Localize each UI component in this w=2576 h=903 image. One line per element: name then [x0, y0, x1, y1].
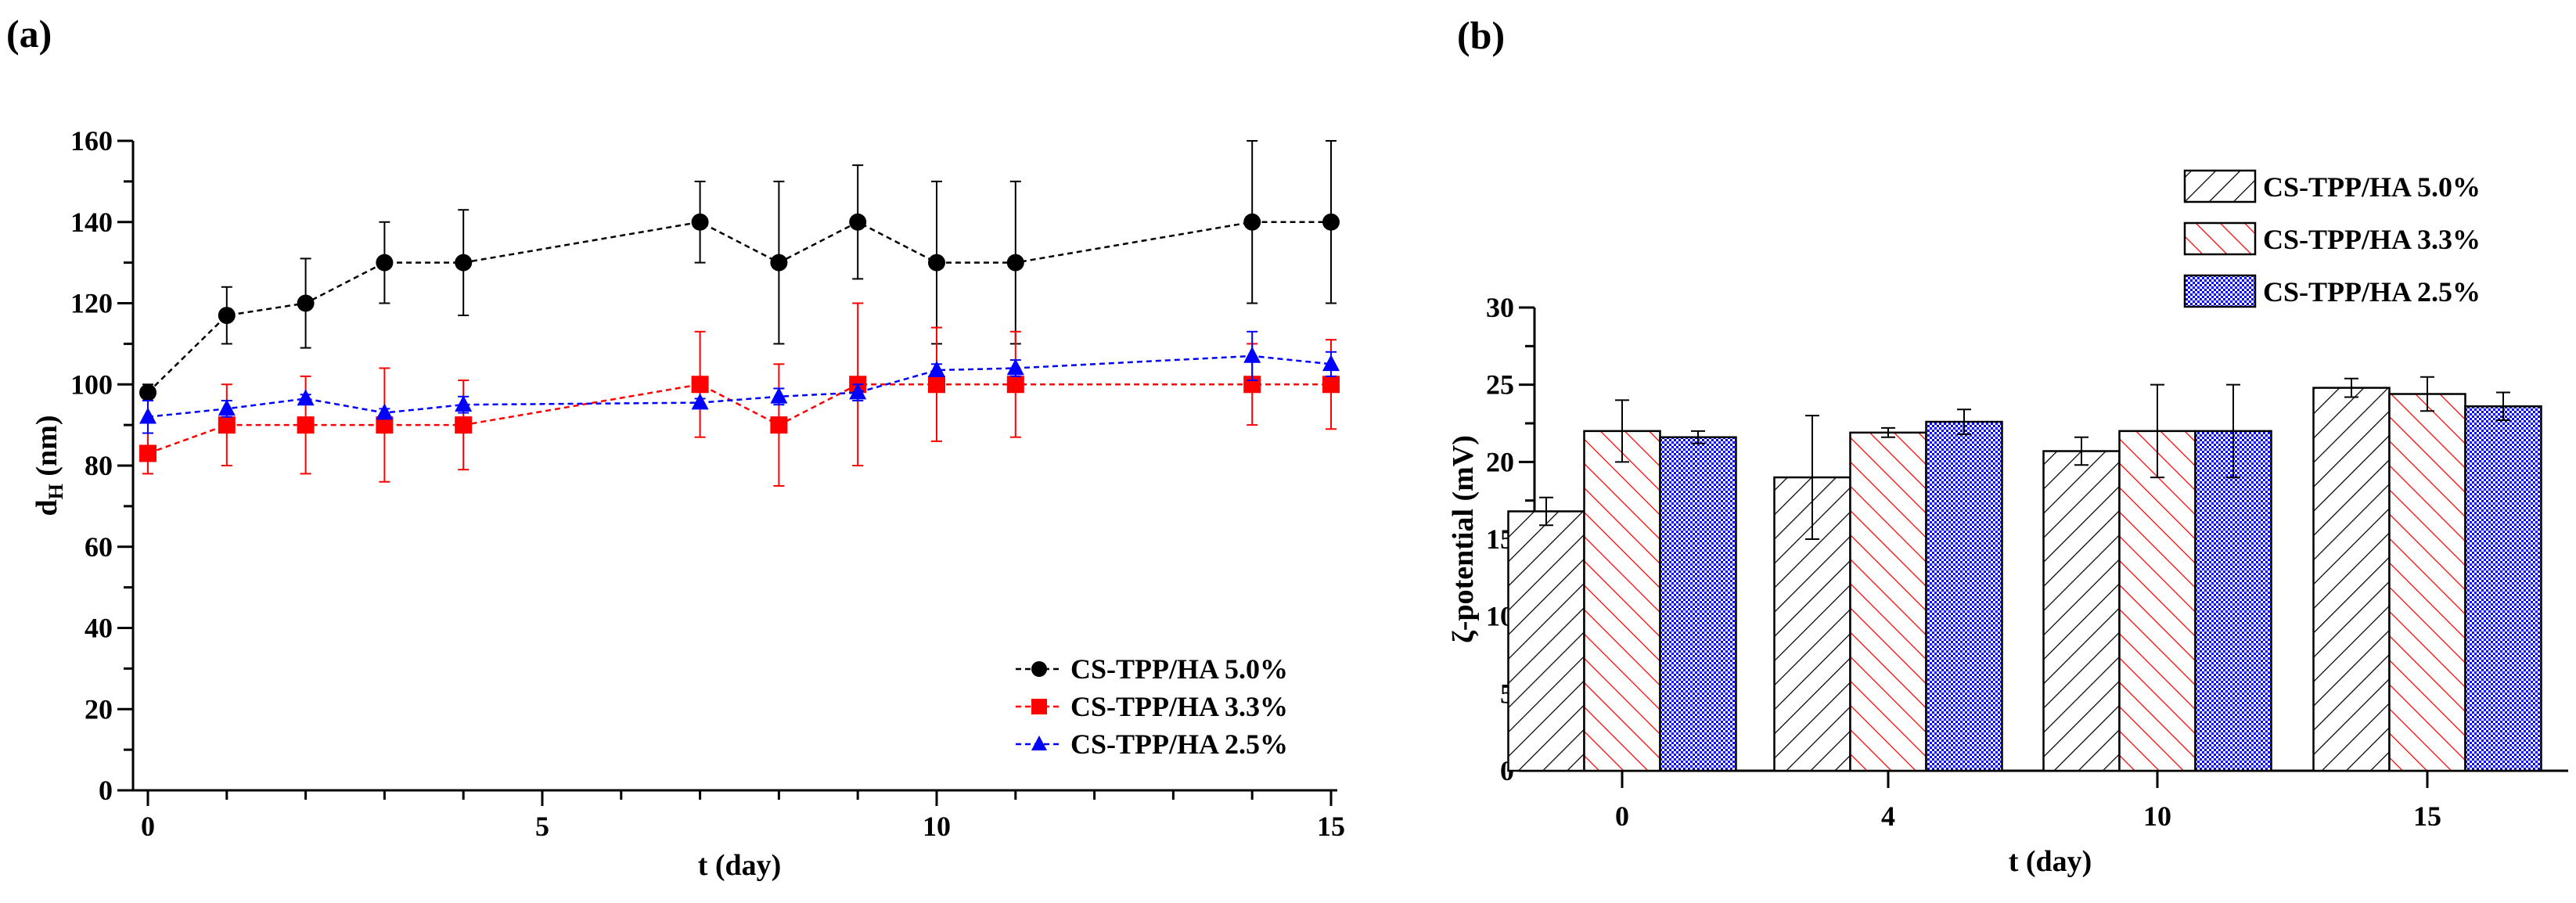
marker-triangle	[1006, 358, 1024, 376]
bar	[2194, 430, 2272, 772]
series-1	[139, 302, 1340, 487]
marker-square	[1322, 376, 1340, 394]
y-tick-label: 160	[70, 125, 113, 156]
y-tick-label: 40	[85, 613, 113, 644]
marker-circle	[297, 294, 315, 312]
bar	[1507, 510, 1585, 772]
bar	[2118, 430, 2196, 772]
marker-square	[455, 416, 473, 434]
series-0	[1507, 377, 2391, 772]
x-tick-label: 5	[535, 811, 549, 842]
bar	[1849, 431, 1927, 772]
legend-label: CS-TPP/HA 2.5%	[2263, 276, 2481, 308]
series-2	[139, 330, 1340, 434]
x-tick-label: 0	[1615, 800, 1629, 832]
legend-label: CS-TPP/HA 3.3%	[1070, 691, 1288, 722]
y-tick-label: 20	[85, 693, 113, 725]
bar	[1659, 436, 1737, 772]
x-tick-label: 10	[2143, 800, 2171, 832]
marker-triangle	[297, 389, 315, 406]
series-0	[139, 140, 1340, 401]
legend-label: CS-TPP/HA 3.3%	[2263, 224, 2481, 255]
marker-circle	[691, 213, 709, 231]
y-axis-title: dH (nm)	[31, 416, 67, 516]
marker-square	[770, 416, 788, 434]
series-1	[1583, 376, 2466, 772]
bar	[1925, 420, 2003, 772]
y-tick-label: 120	[70, 288, 113, 319]
y-tick-label: 80	[85, 450, 113, 481]
bar	[2312, 387, 2391, 772]
series-2	[1659, 383, 2542, 772]
chart-a: 0 20 40 60 80 100 120 140 160 0 5 10 15 t (day) dH (nm…	[31, 125, 1345, 882]
x-tick-label: 4	[1881, 800, 1895, 832]
legend-swatch	[2183, 221, 2257, 256]
marker-circle	[1006, 254, 1024, 272]
x-axis-title: t (day)	[698, 849, 782, 882]
panel-label-a: (a)	[6, 12, 52, 56]
bar	[1583, 430, 1661, 772]
marker-circle	[1322, 213, 1340, 231]
marker-square	[139, 444, 157, 462]
marker-circle	[1031, 661, 1047, 677]
legend-a: CS-TPP/HA 5.0% CS-TPP/HA 3.3% CS-TPP/HA 2.…	[1016, 653, 1288, 760]
series-line	[147, 383, 1331, 455]
marker-square	[1006, 376, 1024, 394]
marker-circle	[928, 254, 945, 272]
marker-square	[218, 416, 236, 434]
marker-triangle	[1243, 346, 1261, 363]
marker-triangle	[1322, 354, 1340, 372]
x-tick-label: 0	[141, 811, 155, 842]
marker-square	[691, 376, 709, 394]
x-axis-title: t (day)	[2009, 845, 2092, 878]
legend-swatch	[2183, 274, 2257, 308]
bar	[2388, 393, 2466, 772]
marker-circle	[218, 307, 236, 325]
x-tick-label: 15	[1317, 811, 1345, 842]
marker-square	[297, 416, 315, 434]
x-tick-label: 10	[923, 811, 951, 842]
series-line	[147, 354, 1332, 418]
marker-triangle	[139, 407, 157, 424]
y-tick-label: 140	[70, 207, 113, 238]
marker-triangle	[218, 399, 236, 416]
legend-b: CS-TPP/HA 5.0% CS-TPP/HA 3.3% CS-TPP/HA 2.…	[2183, 169, 2481, 308]
marker-circle	[376, 254, 394, 272]
marker-triangle	[455, 395, 473, 412]
y-tick-label: 0	[99, 775, 113, 806]
marker-triangle	[849, 383, 867, 400]
marker-square	[1031, 699, 1047, 714]
y-tick-label: 25	[1486, 369, 1514, 401]
marker-circle	[139, 383, 157, 401]
marker-square	[376, 416, 394, 434]
marker-circle	[1243, 213, 1261, 231]
marker-triangle	[928, 360, 945, 377]
legend-label: CS-TPP/HA 5.0%	[2263, 171, 2481, 203]
x-tick-label: 15	[2413, 800, 2441, 832]
marker-triangle	[1031, 736, 1047, 750]
series-line	[147, 221, 1331, 394]
marker-circle	[455, 254, 473, 272]
y-tick-label: 60	[85, 531, 113, 563]
marker-triangle	[376, 403, 394, 420]
marker-square	[928, 376, 945, 394]
legend-label: CS-TPP/HA 5.0%	[1070, 653, 1288, 685]
marker-circle	[770, 254, 788, 272]
y-tick-label: 20	[1486, 446, 1514, 477]
marker-circle	[849, 213, 867, 231]
legend-label: CS-TPP/HA 2.5%	[1070, 729, 1288, 760]
y-tick-label: 100	[70, 369, 113, 400]
y-tick-label: 30	[1486, 292, 1514, 323]
bar	[2464, 405, 2542, 772]
panel-label-b: (b)	[1457, 13, 1505, 57]
marker-triangle	[770, 387, 788, 404]
y-axis-title: ζ-potential (mV)	[1447, 435, 1480, 643]
legend-swatch	[2183, 169, 2257, 203]
marker-triangle	[691, 393, 709, 410]
bar	[2042, 450, 2121, 772]
